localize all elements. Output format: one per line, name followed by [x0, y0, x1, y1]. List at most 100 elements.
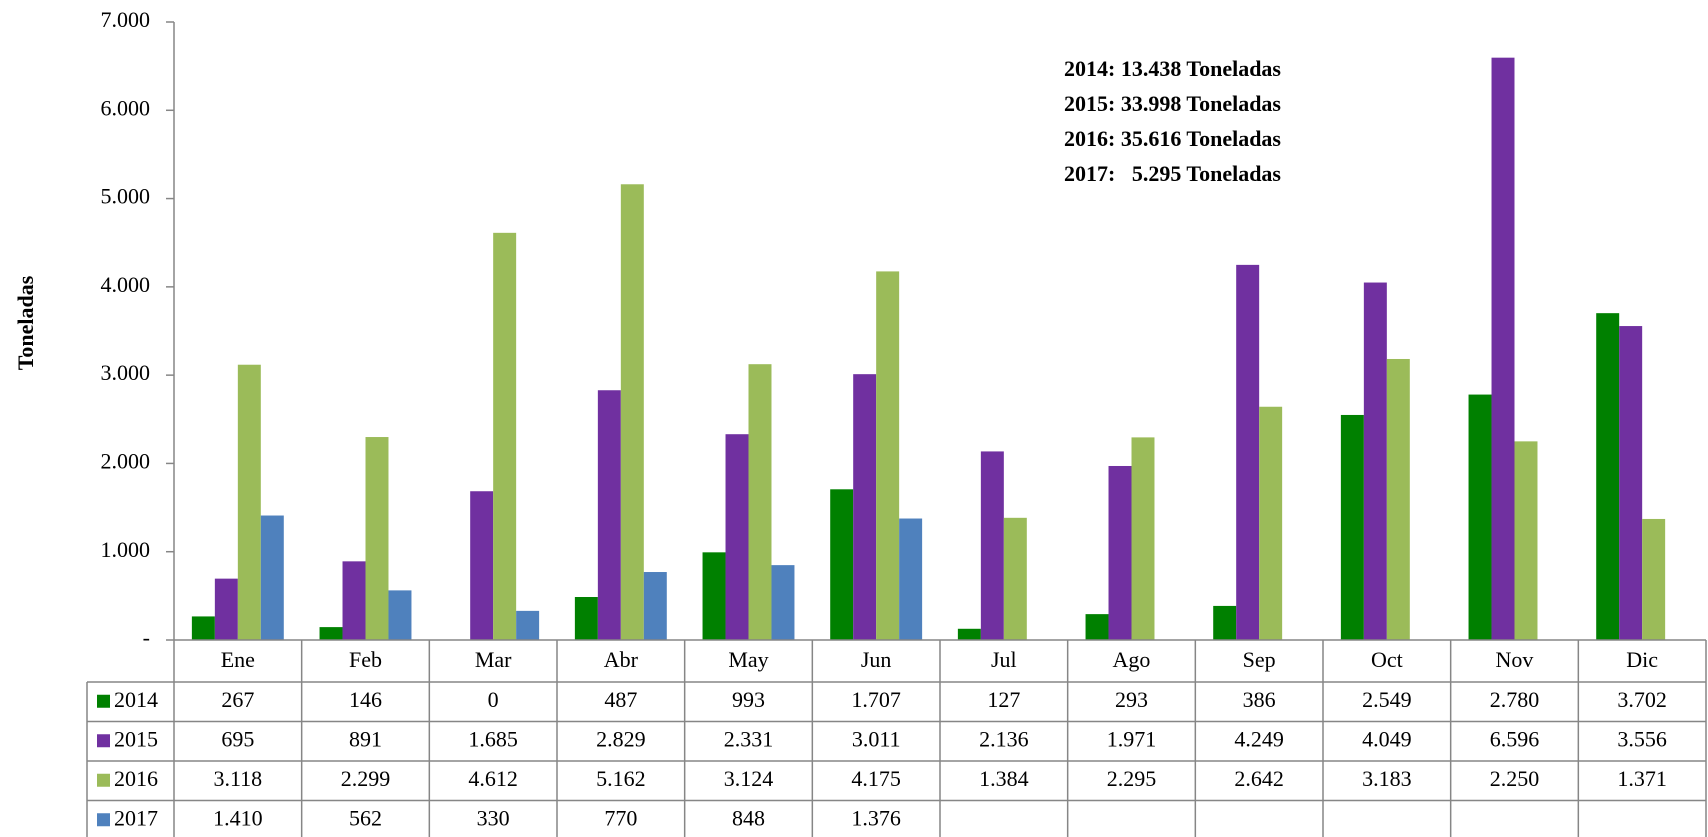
- chart: Toneladas -1.0002.0003.0004.0005.0006.00…: [0, 0, 1708, 837]
- table-cell: 127: [987, 687, 1020, 712]
- x-tick-label: Mar: [475, 647, 512, 672]
- bar: [1259, 407, 1282, 640]
- table-cell: 3.124: [724, 766, 774, 791]
- y-axis-title: Toneladas: [13, 275, 38, 370]
- bar: [830, 489, 853, 640]
- table-cell: 1.707: [851, 687, 901, 712]
- table-cell: 770: [604, 805, 637, 830]
- legend-key: [97, 734, 110, 747]
- bar: [320, 627, 343, 640]
- bar: [771, 565, 794, 640]
- bar: [1364, 283, 1387, 640]
- x-tick-label: Sep: [1243, 647, 1276, 672]
- table-cell: 2.250: [1490, 766, 1540, 791]
- table-cell: 0: [488, 687, 499, 712]
- table-cell: 3.011: [852, 726, 901, 751]
- bar: [1236, 265, 1259, 640]
- table-cell: 562: [349, 805, 382, 830]
- y-tick-label: 6.000: [101, 95, 151, 120]
- y-tick-label: 4.000: [101, 272, 151, 297]
- legend-key: [97, 774, 110, 787]
- table-cell: 2.780: [1490, 687, 1540, 712]
- y-tick-label: 1.000: [101, 537, 151, 562]
- table-cell: 2.549: [1362, 687, 1412, 712]
- table-cell: 1.410: [213, 805, 263, 830]
- bar: [261, 516, 284, 640]
- bar: [366, 437, 389, 640]
- bar: [726, 434, 749, 640]
- table-cell: 2.331: [724, 726, 774, 751]
- bar: [644, 572, 667, 640]
- table-cell: 1.971: [1107, 726, 1157, 751]
- bar: [1213, 606, 1236, 640]
- bar: [1619, 326, 1642, 640]
- bar: [1515, 441, 1538, 640]
- table-cell: 146: [349, 687, 382, 712]
- bar: [621, 184, 644, 640]
- table-cell: 4.049: [1362, 726, 1412, 751]
- table-cell: 2.829: [596, 726, 646, 751]
- bar: [1469, 395, 1492, 640]
- table-cell: 5.162: [596, 766, 646, 791]
- table-cell: 2.295: [1107, 766, 1157, 791]
- bar: [1492, 58, 1515, 640]
- bar: [958, 629, 981, 640]
- bar: [853, 374, 876, 640]
- table-cell: 2.299: [341, 766, 391, 791]
- table-cell: 4.612: [468, 766, 518, 791]
- bar: [1132, 437, 1155, 640]
- bar: [470, 491, 493, 640]
- table-cell: 1.384: [979, 766, 1029, 791]
- bar: [1642, 519, 1665, 640]
- table-cell: 6.596: [1490, 726, 1540, 751]
- x-tick-label: Ene: [221, 647, 255, 672]
- legend-key: [97, 813, 110, 826]
- x-tick-label: Abr: [604, 647, 639, 672]
- table-cell: 2.136: [979, 726, 1029, 751]
- annotation: 2016: 35.616 Toneladas: [1064, 126, 1281, 151]
- x-tick-label: Nov: [1496, 647, 1534, 672]
- y-tick-label: 7.000: [101, 7, 151, 32]
- y-tick-label: -: [143, 625, 150, 650]
- table-cell: 4.249: [1234, 726, 1284, 751]
- bar: [1596, 313, 1619, 640]
- y-tick-label: 3.000: [101, 360, 151, 385]
- x-tick-label: Dic: [1626, 647, 1658, 672]
- bar: [876, 271, 899, 640]
- table-cell: 1.371: [1617, 766, 1667, 791]
- x-tick-label: Jun: [861, 647, 892, 672]
- table-cell: 2.642: [1234, 766, 1284, 791]
- x-tick-label: Oct: [1371, 647, 1403, 672]
- bar: [981, 451, 1004, 640]
- bar: [343, 561, 366, 640]
- x-tick-label: Ago: [1113, 647, 1151, 672]
- bar: [703, 552, 726, 640]
- legend-label: 2014: [114, 687, 158, 712]
- annotation: 2017: 5.295 Toneladas: [1064, 161, 1281, 186]
- table-cell: 1.685: [468, 726, 518, 751]
- bar: [1086, 614, 1109, 640]
- legend-label: 2016: [114, 766, 158, 791]
- bar: [1004, 518, 1027, 640]
- table-cell: 3.118: [213, 766, 262, 791]
- table-cell: 993: [732, 687, 765, 712]
- table-cell: 330: [477, 805, 510, 830]
- table-cell: 3.702: [1617, 687, 1667, 712]
- table-cell: 386: [1243, 687, 1276, 712]
- table-cell: 848: [732, 805, 765, 830]
- bar: [516, 611, 539, 640]
- annotation: 2015: 33.998 Toneladas: [1064, 91, 1281, 116]
- bar: [238, 365, 261, 640]
- bar: [749, 364, 772, 640]
- y-tick-label: 2.000: [101, 448, 151, 473]
- legend-key: [97, 695, 110, 708]
- table-cell: 1.376: [851, 805, 901, 830]
- bar: [575, 597, 598, 640]
- bar: [215, 579, 238, 640]
- bar: [1109, 466, 1132, 640]
- bar: [598, 390, 621, 640]
- legend-label: 2015: [114, 726, 158, 751]
- table-cell: 267: [221, 687, 254, 712]
- annotation: 2014: 13.438 Toneladas: [1064, 56, 1281, 81]
- table-cell: 293: [1115, 687, 1148, 712]
